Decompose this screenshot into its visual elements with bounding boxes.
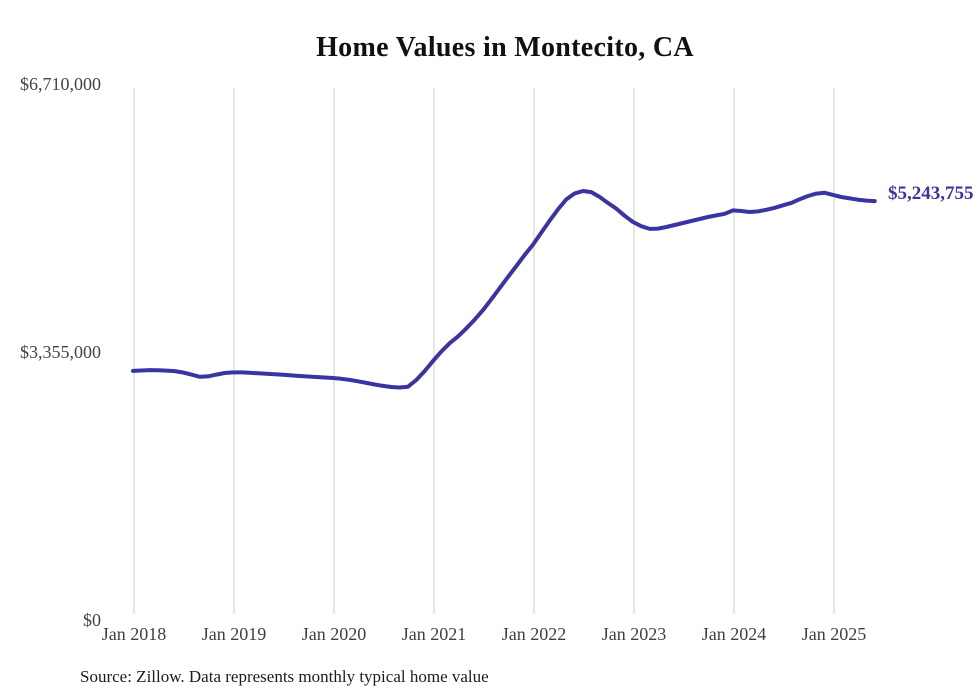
y-axis-tick-max: $6,710,000 [20,74,101,94]
x-axis-tick-jan-2025: Jan 2025 [801,624,867,644]
x-axis-tick-jan-2020: Jan 2020 [301,624,367,644]
x-axis-tick-jan-2022: Jan 2022 [501,624,567,644]
x-axis-tick-jan-2024: Jan 2024 [701,624,767,644]
source-note: Source: Zillow. Data represents monthly … [80,667,489,686]
chart-title: Home Values in Montecito, CA [316,32,694,63]
x-axis-tick-jan-2021: Jan 2021 [401,624,467,644]
gridlines [133,88,835,614]
x-axis-tick-jan-2023: Jan 2023 [601,624,667,644]
y-axis-tick-zero: $0 [83,610,101,630]
x-axis-tick-jan-2018: Jan 2018 [101,624,167,644]
x-axis-tick-jan-2019: Jan 2019 [201,624,267,644]
y-axis-tick-mid: $3,355,000 [20,342,101,362]
home-value-line [131,189,877,390]
latest-value-label: $5,243,755 [888,183,974,204]
